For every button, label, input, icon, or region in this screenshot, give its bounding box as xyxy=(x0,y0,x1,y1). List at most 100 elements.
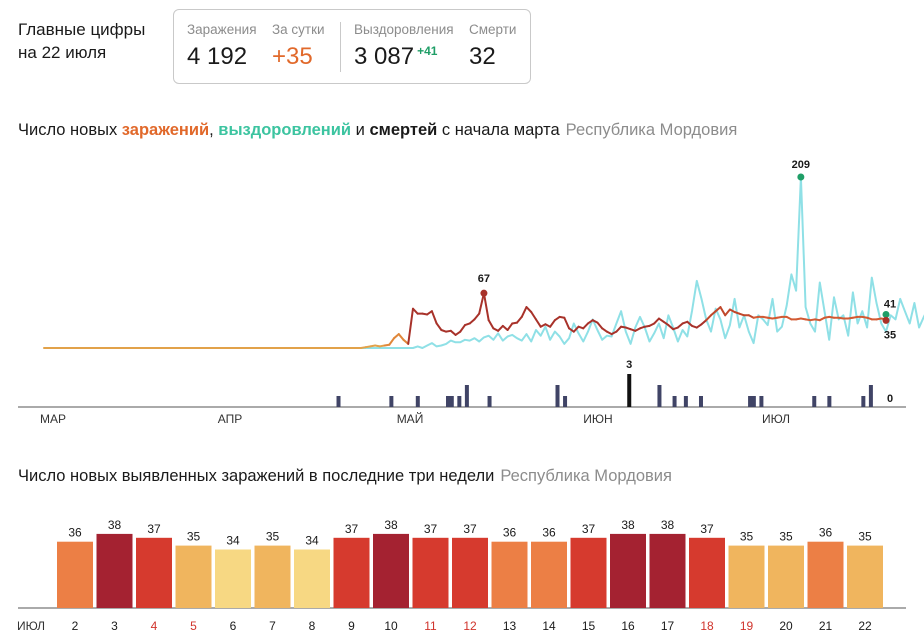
recoveries-line xyxy=(44,176,924,349)
headline-line1: Главные цифры xyxy=(18,20,146,39)
day-category-label: 22 xyxy=(858,619,872,633)
deaths-bar xyxy=(336,396,341,407)
deaths-bar xyxy=(464,385,469,407)
infections-line-segment xyxy=(473,312,481,321)
infections-line-segment xyxy=(534,318,542,328)
day-bar xyxy=(294,549,330,608)
stat-daily: За сутки +35 xyxy=(272,22,325,71)
day-bar xyxy=(807,541,844,608)
infections-line-segment xyxy=(549,319,556,328)
infections-line-segment xyxy=(582,322,589,330)
day-bar-value-label: 36 xyxy=(542,526,556,540)
deaths-bar xyxy=(672,396,677,407)
day-category-label: 12 xyxy=(463,619,477,633)
deaths-bar xyxy=(449,396,454,407)
day-bar-value-label: 38 xyxy=(661,518,675,532)
stat-recoveries-delta: +41 xyxy=(417,44,438,58)
month-tick-label: АПР xyxy=(218,412,243,426)
day-bar xyxy=(491,541,528,608)
infections-line-segment xyxy=(435,322,443,331)
day-bar xyxy=(412,537,449,608)
deaths-bar xyxy=(827,396,832,407)
infections-line-segment xyxy=(667,324,675,331)
infections-line-segment xyxy=(468,318,476,325)
infections-peak-label: 67 xyxy=(478,273,490,285)
deaths-bar xyxy=(683,396,688,407)
day-bar xyxy=(175,545,212,608)
day-bar-value-label: 38 xyxy=(621,518,635,532)
day-category-label: 19 xyxy=(740,619,754,633)
day-bar xyxy=(96,533,133,608)
infections-line-segment xyxy=(615,325,623,333)
day-category-label: 8 xyxy=(309,619,316,633)
day-bar-value-label: 35 xyxy=(779,530,793,544)
day-bar xyxy=(847,545,883,608)
day-bar-value-label: 37 xyxy=(424,522,438,536)
chart1-title-part1: Число новых xyxy=(18,121,122,139)
day-bar xyxy=(215,549,251,608)
day-category-label: 14 xyxy=(542,619,556,633)
deaths-bar xyxy=(812,396,817,407)
infections-line-segment xyxy=(430,310,438,325)
stat-deaths-value: 32 xyxy=(469,43,496,70)
day-bar-value-label: 35 xyxy=(187,530,201,544)
day-bar xyxy=(373,533,409,608)
three-week-bar-chart: ИЮЛ 36 2 38 3 37 4 35 5 34 6 35 7 34 8 37 9 38 10 37 11 37 12 3… xyxy=(17,518,906,633)
deaths-bar xyxy=(627,374,632,407)
month-tick-label: МАР xyxy=(40,412,66,426)
deaths-peak-label: 3 xyxy=(626,359,632,371)
day-bar xyxy=(531,541,567,608)
day-category-label: 3 xyxy=(111,619,118,633)
chart1-title-rest: с начала марта xyxy=(437,121,560,139)
day-category-label: 18 xyxy=(700,619,714,633)
stat-recoveries: Выздоровления 3 087 +41 xyxy=(354,22,454,71)
recoveries-peak-dot xyxy=(797,173,805,181)
stat-recoveries-number: 3 087 xyxy=(354,43,415,70)
stat-infections-value: 4 192 xyxy=(187,43,248,70)
month-tick-label: МАЙ xyxy=(397,411,424,426)
day-bar xyxy=(452,537,488,608)
infections-line-segment xyxy=(714,306,722,313)
day-bar-value-label: 37 xyxy=(345,522,359,536)
day-bar xyxy=(254,545,291,608)
month-tick-label: ИЮН xyxy=(583,412,612,426)
infections-line-segment xyxy=(700,319,708,326)
day-bar xyxy=(728,545,765,608)
recoveries-last-label: 41 xyxy=(884,298,896,310)
month-tick-label: ИЮЛ xyxy=(762,412,790,426)
day-bar-value-label: 37 xyxy=(700,522,714,536)
recoveries-peak-label: 209 xyxy=(792,159,810,171)
day-bar-value-label: 38 xyxy=(384,518,398,532)
chart1-title-deaths: смертей xyxy=(369,121,438,139)
day-bar-value-label: 36 xyxy=(819,526,833,540)
headline-line2: на 22 июля xyxy=(18,43,107,62)
day-bar xyxy=(610,533,646,608)
day-bar-value-label: 34 xyxy=(305,534,319,548)
chart2-title-region: Республика Мордовия xyxy=(500,467,672,485)
chart1-title-infections: заражений xyxy=(121,121,210,139)
deaths-bar xyxy=(555,385,560,407)
stat-daily-value: +35 xyxy=(272,43,313,70)
infections-line-segment xyxy=(724,308,731,317)
deaths-bar xyxy=(868,385,873,407)
day-category-label: 21 xyxy=(819,619,833,633)
chart1-title-comma: , xyxy=(209,121,219,139)
day-category-label: 17 xyxy=(661,619,675,633)
deaths-bar xyxy=(487,396,492,407)
day-category-label: 9 xyxy=(348,619,355,633)
day-category-label: 4 xyxy=(151,619,158,633)
day-category-label: 20 xyxy=(779,619,793,633)
day-bar xyxy=(333,537,370,608)
infections-line-segment xyxy=(393,333,400,340)
infections-line-segment xyxy=(482,292,490,322)
deaths-bar xyxy=(446,396,451,407)
infections-last-label: 35 xyxy=(884,329,896,341)
day-bar xyxy=(768,545,804,608)
day-bar xyxy=(136,537,172,608)
infections-line-segment xyxy=(530,311,537,321)
cases-timeline-chart: 67 209 41 35 3 0 МАР АПР МАЙ ИЮН ИЮЛ xyxy=(18,159,924,426)
day-bar-value-label: 34 xyxy=(226,534,240,548)
stat-daily-label: За сутки xyxy=(272,22,325,37)
infections-line-segment xyxy=(501,324,509,331)
infections-line-segment xyxy=(506,322,514,331)
